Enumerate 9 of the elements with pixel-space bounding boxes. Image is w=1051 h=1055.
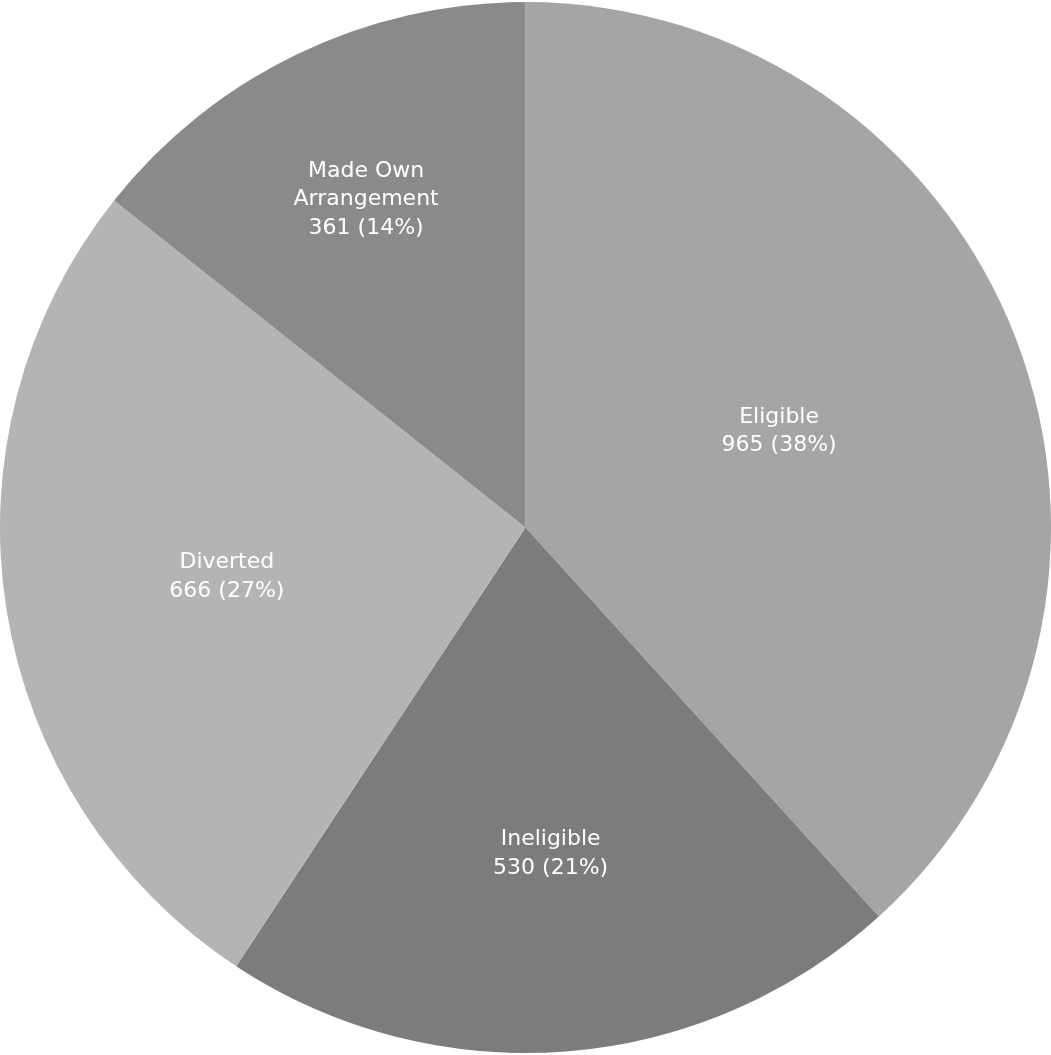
slice-label: Diverted — [179, 548, 275, 574]
data-label: 530 (21%) — [493, 854, 609, 880]
slice-label: Made Own Arrangement — [293, 156, 440, 211]
pie-slice — [114, 2, 526, 528]
slice-label: Ineligible — [500, 825, 601, 851]
data-label: 666 (27%) — [169, 576, 285, 602]
slice-label: Eligible — [739, 402, 820, 428]
data-label: 361 (14%) — [308, 213, 424, 239]
data-label: 965 (38%) — [721, 431, 837, 457]
